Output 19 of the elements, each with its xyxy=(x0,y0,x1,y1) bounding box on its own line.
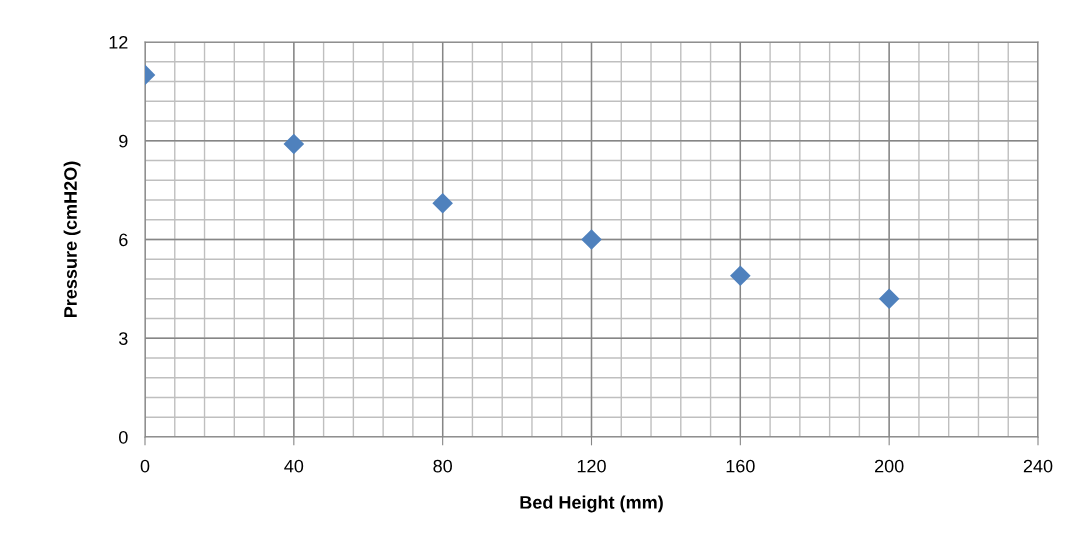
x-tick-label: 160 xyxy=(726,459,755,473)
y-tick-label: 9 xyxy=(119,134,128,148)
point xyxy=(283,133,305,155)
y-tick-label: 12 xyxy=(109,35,128,49)
point xyxy=(432,192,453,214)
y-tick-label: 6 xyxy=(119,233,128,247)
x-axis-title: Bed Height (mm) xyxy=(520,495,663,513)
y-axis-title: Pressure (cmH2O) xyxy=(63,161,81,318)
y-tick-label: 0 xyxy=(119,430,128,444)
x-tick-label: 200 xyxy=(875,459,904,473)
x-tick-label: 80 xyxy=(433,459,452,473)
point xyxy=(878,288,900,310)
point xyxy=(581,229,602,250)
x-tick-label: 120 xyxy=(577,459,606,473)
x-tick-label: 0 xyxy=(140,459,150,473)
point xyxy=(730,265,751,287)
x-tick-label: 40 xyxy=(284,459,304,473)
x-tick-label: 240 xyxy=(1023,459,1053,473)
y-tick-label: 3 xyxy=(118,332,128,345)
